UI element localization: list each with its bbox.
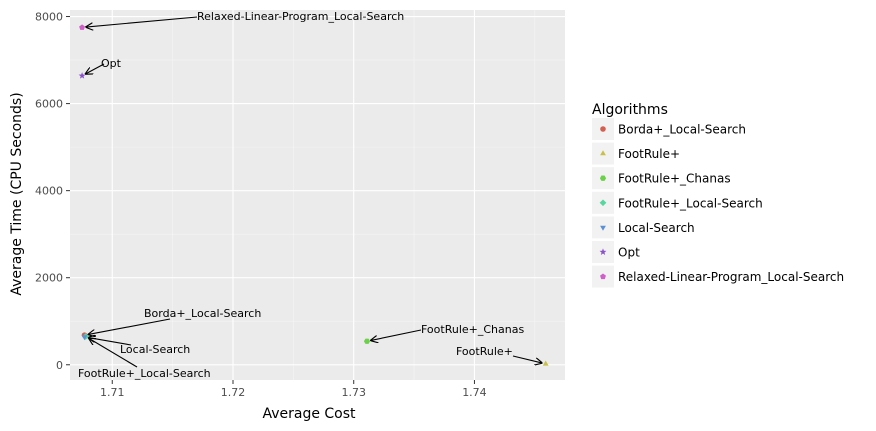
annotations: Relaxed-Linear-Program_Local-Search Opt Bo… bbox=[78, 10, 542, 380]
x-tick-label: 1.72 bbox=[221, 386, 246, 399]
legend-label: Local-Search bbox=[618, 221, 695, 235]
annotation-label: Relaxed-Linear-Program_Local-Search bbox=[197, 10, 404, 23]
annotation-label: Borda+_Local-Search bbox=[144, 307, 261, 320]
legend-label: FootRule+_Local-Search bbox=[618, 196, 763, 210]
y-tick-label: 4000 bbox=[35, 185, 63, 198]
y-tick-label: 6000 bbox=[35, 98, 63, 111]
minor-gridlines bbox=[70, 10, 565, 380]
legend-items: Borda+_Local-Search FootRule+ FootRule+_Ch… bbox=[592, 118, 844, 288]
legend-label: Relaxed-Linear-Program_Local-Search bbox=[618, 270, 844, 284]
data-point bbox=[79, 24, 85, 30]
legend-symbol bbox=[600, 225, 606, 231]
y-tick-label: 8000 bbox=[35, 11, 63, 24]
x-axis-title: Average Cost bbox=[262, 406, 356, 422]
data-point bbox=[78, 72, 86, 79]
data-point bbox=[363, 338, 371, 344]
data-point bbox=[81, 335, 88, 341]
legend-symbol bbox=[600, 126, 606, 132]
legend-label: Opt bbox=[618, 246, 640, 260]
annotation-label: FootRule+_Local-Search bbox=[78, 367, 211, 380]
y-tick-label: 0 bbox=[56, 359, 63, 372]
annotation-label: Opt bbox=[101, 57, 122, 70]
legend-label: FootRule+_Chanas bbox=[618, 172, 731, 186]
legend-symbol bbox=[599, 199, 607, 207]
data-points bbox=[78, 24, 549, 366]
x-tick-label: 1.71 bbox=[100, 386, 125, 399]
major-gridlines bbox=[70, 10, 565, 380]
legend: Algorithms Borda+_Local-Search FootRule+ F… bbox=[592, 102, 844, 288]
legend-label: Borda+_Local-Search bbox=[618, 123, 746, 137]
legend-symbol bbox=[600, 273, 606, 280]
legend-symbol bbox=[599, 175, 607, 181]
annotation-label: FootRule+_Chanas bbox=[421, 323, 524, 336]
legend-label: FootRule+ bbox=[618, 147, 680, 161]
annotation-arrow bbox=[89, 339, 138, 368]
annotation-arrow bbox=[86, 63, 105, 74]
x-axis-ticks: 1.71 1.72 1.73 1.74 bbox=[100, 380, 487, 399]
annotation-arrow bbox=[512, 355, 542, 363]
y-tick-label: 2000 bbox=[35, 272, 63, 285]
legend-title: Algorithms bbox=[592, 102, 668, 118]
legend-symbol bbox=[600, 150, 606, 156]
x-tick-label: 1.73 bbox=[341, 386, 366, 399]
annotation-arrow bbox=[88, 318, 171, 334]
annotation-arrow bbox=[86, 16, 198, 27]
legend-symbol bbox=[599, 248, 607, 255]
plot-panel bbox=[70, 10, 565, 380]
data-point bbox=[542, 360, 549, 366]
annotation-arrow bbox=[371, 329, 422, 340]
y-axis-title: Average Time (CPU Seconds) bbox=[9, 92, 25, 295]
y-axis-ticks: 0 2000 4000 6000 8000 bbox=[35, 11, 70, 372]
x-tick-label: 1.74 bbox=[462, 386, 487, 399]
annotation-label: Local-Search bbox=[120, 343, 190, 356]
annotation-label: FootRule+ bbox=[456, 345, 513, 358]
